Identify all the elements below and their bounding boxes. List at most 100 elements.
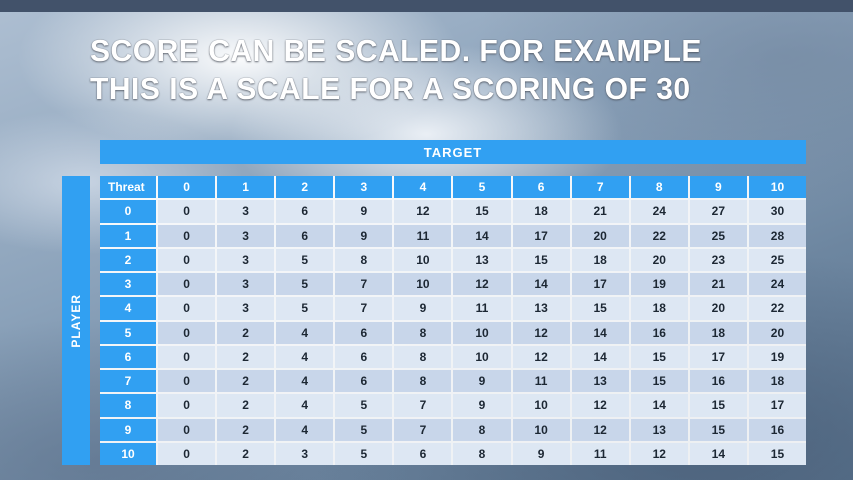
- score-cell: 16: [630, 321, 688, 344]
- score-cell: 20: [689, 297, 747, 320]
- score-cell: 12: [512, 321, 570, 344]
- score-cell: 8: [453, 418, 511, 441]
- score-cell: 10: [512, 394, 570, 417]
- score-cell: 0: [158, 345, 216, 368]
- score-cell: 4: [276, 394, 334, 417]
- score-cell: 6: [335, 345, 393, 368]
- score-cell: 0: [158, 442, 216, 465]
- score-cell: 18: [748, 370, 806, 393]
- score-cell: 12: [571, 418, 629, 441]
- column-header: 3: [335, 176, 393, 199]
- score-cell: 9: [335, 224, 393, 247]
- score-cell: 15: [689, 394, 747, 417]
- score-cell: 27: [689, 200, 747, 223]
- score-cell: 10: [512, 418, 570, 441]
- score-cell: 6: [276, 200, 334, 223]
- score-cell: 2: [217, 321, 275, 344]
- score-cell: 18: [512, 200, 570, 223]
- score-cell: 6: [276, 224, 334, 247]
- score-cell: 17: [689, 345, 747, 368]
- score-cell: 2: [217, 418, 275, 441]
- score-cell: 4: [276, 321, 334, 344]
- row-header: 3: [100, 273, 156, 296]
- score-cell: 25: [748, 248, 806, 271]
- score-cell: 15: [630, 370, 688, 393]
- score-cell: 5: [276, 297, 334, 320]
- row-header: 6: [100, 345, 156, 368]
- column-header: 6: [512, 176, 570, 199]
- score-cell: 0: [158, 418, 216, 441]
- column-header: 1: [217, 176, 275, 199]
- score-cell: 15: [571, 297, 629, 320]
- score-cell: 17: [512, 224, 570, 247]
- top-dark-strip: [0, 0, 853, 12]
- score-cell: 6: [394, 442, 452, 465]
- column-header: 4: [394, 176, 452, 199]
- score-cell: 0: [158, 248, 216, 271]
- score-cell: 15: [748, 442, 806, 465]
- score-cell: 2: [217, 442, 275, 465]
- score-cell: 10: [453, 321, 511, 344]
- score-cell: 0: [158, 297, 216, 320]
- score-cell: 12: [512, 345, 570, 368]
- score-cell: 2: [217, 345, 275, 368]
- row-header: 8: [100, 394, 156, 417]
- score-cell: 14: [571, 321, 629, 344]
- score-cell: 15: [453, 200, 511, 223]
- score-cell: 14: [512, 273, 570, 296]
- score-cell: 20: [571, 224, 629, 247]
- score-cell: 20: [748, 321, 806, 344]
- score-table: Threat 0 1 2 3 4 5 6 7 8 9 10 0 0 3 6 9 12 15 18 21 24 27 30 1 0 3…: [100, 176, 806, 465]
- score-cell: 17: [748, 394, 806, 417]
- score-cell: 5: [276, 248, 334, 271]
- score-cell: 0: [158, 273, 216, 296]
- score-cell: 15: [512, 248, 570, 271]
- score-cell: 13: [630, 418, 688, 441]
- score-cell: 12: [630, 442, 688, 465]
- score-cell: 19: [630, 273, 688, 296]
- score-cell: 11: [453, 297, 511, 320]
- score-cell: 14: [689, 442, 747, 465]
- column-header: 0: [158, 176, 216, 199]
- target-axis-label: TARGET: [423, 144, 483, 160]
- score-cell: 5: [335, 418, 393, 441]
- score-cell: 2: [217, 394, 275, 417]
- score-cell: 0: [158, 370, 216, 393]
- score-cell: 0: [158, 200, 216, 223]
- score-cell: 5: [335, 442, 393, 465]
- score-cell: 19: [748, 345, 806, 368]
- column-header: 5: [453, 176, 511, 199]
- score-cell: 13: [453, 248, 511, 271]
- score-cell: 24: [630, 200, 688, 223]
- score-cell: 0: [158, 394, 216, 417]
- score-cell: 12: [394, 200, 452, 223]
- score-cell: 8: [394, 321, 452, 344]
- score-cell: 6: [335, 370, 393, 393]
- score-cell: 18: [689, 321, 747, 344]
- score-cell: 6: [335, 321, 393, 344]
- score-cell: 7: [335, 273, 393, 296]
- row-header: 2: [100, 248, 156, 271]
- score-cell: 0: [158, 224, 216, 247]
- score-cell: 2: [217, 370, 275, 393]
- score-cell: 13: [512, 297, 570, 320]
- score-cell: 30: [748, 200, 806, 223]
- score-cell: 22: [630, 224, 688, 247]
- row-header: 4: [100, 297, 156, 320]
- row-header: 10: [100, 442, 156, 465]
- player-axis-header: PLAYER: [62, 176, 90, 465]
- score-cell: 21: [571, 200, 629, 223]
- score-cell: 8: [453, 442, 511, 465]
- column-header: 10: [748, 176, 806, 199]
- score-cell: 25: [689, 224, 747, 247]
- title-line-2: THIS IS A SCALE FOR A SCORING OF 30: [90, 71, 691, 106]
- score-cell: 7: [394, 394, 452, 417]
- score-cell: 16: [748, 418, 806, 441]
- row-header: 9: [100, 418, 156, 441]
- score-cell: 12: [571, 394, 629, 417]
- score-cell: 3: [217, 297, 275, 320]
- score-cell: 22: [748, 297, 806, 320]
- score-cell: 20: [630, 248, 688, 271]
- score-cell: 13: [571, 370, 629, 393]
